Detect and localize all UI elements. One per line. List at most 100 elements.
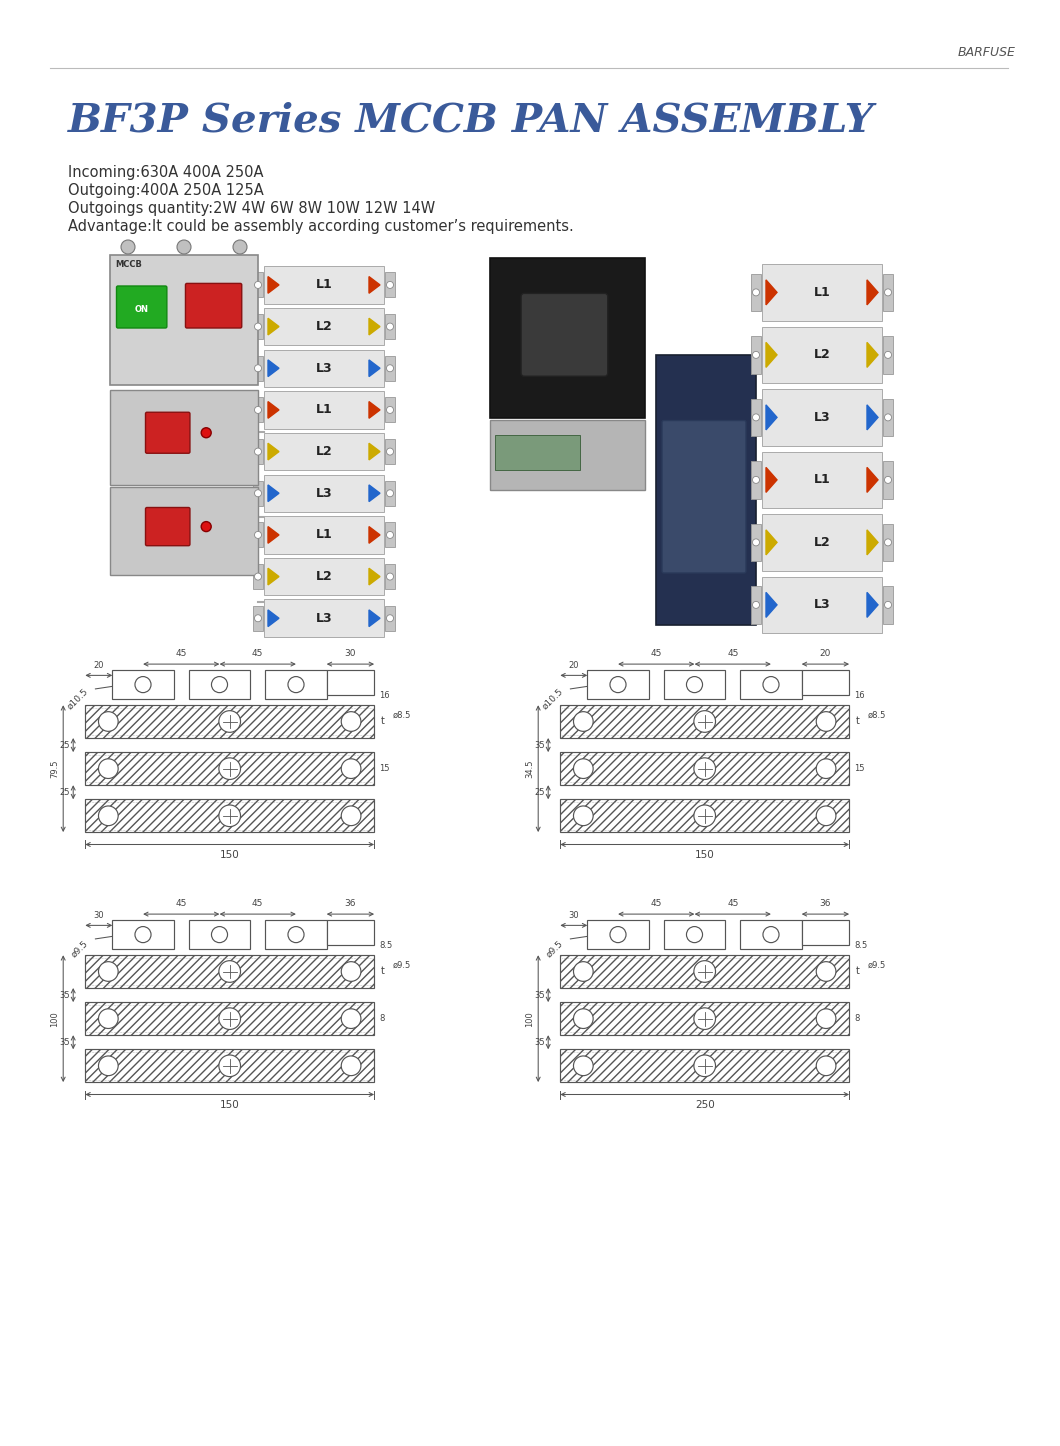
Bar [750, 399, 761, 437]
Bar [264, 266, 384, 304]
Bar [750, 586, 761, 623]
Polygon shape [268, 610, 279, 626]
Bar [264, 600, 384, 638]
Text: t: t [856, 717, 860, 726]
Polygon shape [766, 343, 777, 367]
Text: t: t [382, 717, 385, 726]
Text: L1: L1 [316, 528, 333, 541]
Text: L3: L3 [316, 362, 333, 375]
Polygon shape [867, 281, 878, 305]
Circle shape [763, 927, 779, 943]
Circle shape [254, 490, 262, 497]
Text: 35: 35 [534, 991, 545, 999]
Text: t: t [856, 966, 860, 976]
Bar [656, 356, 756, 625]
Circle shape [387, 532, 393, 538]
Text: 250: 250 [694, 1100, 714, 1111]
Text: 25: 25 [59, 788, 70, 797]
Polygon shape [369, 484, 379, 502]
Text: Outgoing:400A 250A 125A: Outgoing:400A 250A 125A [68, 182, 264, 198]
Text: 45: 45 [727, 899, 739, 908]
Text: L1: L1 [814, 286, 830, 299]
Text: ø8.5: ø8.5 [392, 710, 410, 720]
Polygon shape [369, 610, 379, 626]
Bar [253, 398, 263, 422]
Text: 8: 8 [379, 1014, 385, 1024]
Bar [587, 920, 649, 949]
Text: ø10.5: ø10.5 [66, 687, 90, 711]
Bar [85, 956, 374, 988]
Text: ø9.5: ø9.5 [545, 938, 565, 959]
Bar [110, 254, 258, 385]
Polygon shape [268, 484, 279, 502]
FancyBboxPatch shape [662, 421, 746, 573]
Bar [85, 1002, 374, 1035]
Bar [253, 564, 263, 589]
Circle shape [687, 677, 703, 693]
Circle shape [816, 962, 836, 982]
Circle shape [884, 602, 891, 609]
Circle shape [816, 1056, 836, 1076]
Polygon shape [867, 467, 878, 493]
Text: BF3P Series MCCB PAN ASSEMBLY: BF3P Series MCCB PAN ASSEMBLY [68, 101, 874, 139]
Circle shape [121, 240, 135, 254]
Circle shape [254, 448, 262, 455]
Polygon shape [766, 467, 777, 493]
Circle shape [884, 289, 891, 296]
Circle shape [218, 1056, 241, 1077]
Text: L1: L1 [316, 279, 333, 292]
Circle shape [816, 759, 836, 778]
Polygon shape [867, 529, 878, 555]
Polygon shape [369, 360, 379, 376]
Circle shape [694, 805, 716, 827]
Bar [560, 1002, 849, 1035]
Bar [265, 671, 326, 698]
Bar [883, 399, 893, 437]
Bar [253, 606, 263, 630]
Bar [740, 920, 801, 949]
Text: L3: L3 [814, 411, 830, 424]
Text: L3: L3 [316, 487, 333, 500]
Circle shape [687, 927, 703, 943]
Circle shape [341, 759, 360, 778]
FancyBboxPatch shape [145, 508, 190, 545]
Text: 36: 36 [819, 899, 831, 908]
Circle shape [610, 927, 626, 943]
Circle shape [218, 960, 241, 982]
Circle shape [135, 677, 151, 693]
Bar [750, 523, 761, 561]
Text: L2: L2 [316, 320, 333, 333]
Bar [490, 419, 644, 490]
Bar [385, 398, 395, 422]
Text: 8: 8 [854, 1014, 860, 1024]
Text: L2: L2 [316, 445, 333, 458]
Circle shape [254, 573, 262, 580]
Circle shape [694, 1008, 716, 1030]
Bar [385, 272, 395, 298]
Bar [189, 920, 250, 949]
Text: 30: 30 [344, 649, 356, 658]
Circle shape [99, 805, 118, 826]
Bar [762, 451, 882, 508]
Circle shape [816, 1009, 836, 1028]
Circle shape [341, 1009, 360, 1028]
Circle shape [816, 805, 836, 826]
Bar [762, 515, 882, 571]
Text: 25: 25 [59, 740, 70, 749]
Bar [883, 335, 893, 373]
Polygon shape [369, 276, 379, 294]
Polygon shape [766, 281, 777, 305]
Text: 8.5: 8.5 [854, 941, 867, 950]
Circle shape [573, 711, 594, 732]
Bar [560, 956, 849, 988]
Circle shape [218, 1008, 241, 1030]
Circle shape [254, 532, 262, 538]
FancyBboxPatch shape [117, 286, 166, 328]
Bar [385, 564, 395, 589]
Bar [253, 480, 263, 506]
Bar [740, 671, 801, 698]
Text: 25: 25 [534, 788, 545, 797]
Circle shape [211, 677, 228, 693]
Circle shape [610, 677, 626, 693]
Bar [253, 440, 263, 464]
